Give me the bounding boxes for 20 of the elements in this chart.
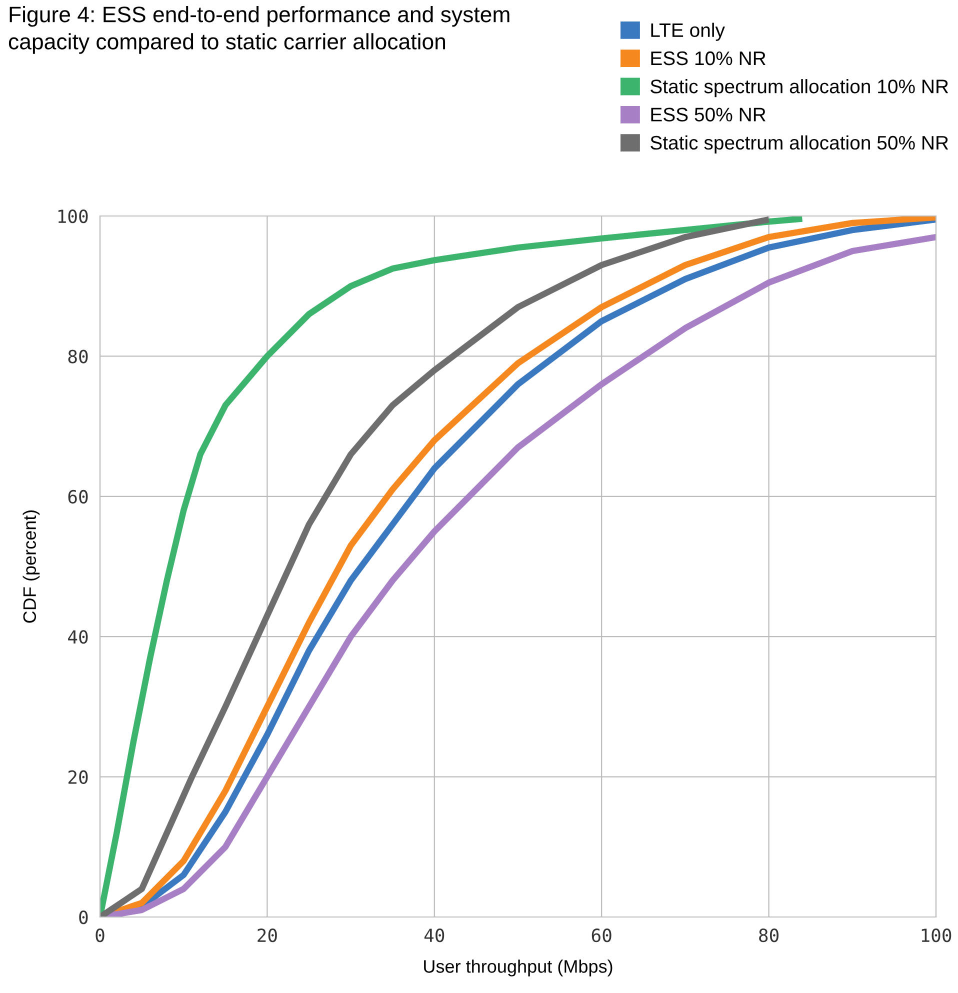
legend-label: ESS 10% NR [651, 51, 766, 66]
chart-title: Figure 4: ESS end-to-end performance and system capacity compared to static carrier allocation [8, 6, 510, 54]
x-tick-label: 0 [96, 928, 104, 942]
y-tick-label: 40 [68, 630, 88, 644]
legend-label: ESS 50% NR [651, 108, 766, 122]
x-tick-label: 20 [258, 928, 277, 942]
x-tick-label: 60 [592, 928, 612, 942]
y-tick-label: 60 [68, 490, 88, 504]
legend-label: Static spectrum allocation 10% NR [650, 79, 948, 98]
y-tick-label: 20 [68, 770, 88, 784]
legend-label: LTE only [651, 22, 725, 41]
y-tick-label: 100 [58, 210, 88, 224]
y-tick-label: 0 [79, 910, 88, 924]
x-tick-label: 100 [922, 928, 952, 942]
x-tick-label: 80 [759, 928, 778, 942]
y-axis-title: CDF (percent) [22, 510, 40, 623]
y-tick-label: 80 [68, 350, 88, 364]
x-tick-label: 40 [424, 928, 444, 942]
legend-label: Static spectrum allocation 50% NR [650, 135, 948, 154]
x-axis-title: User throughput (Mbps) [424, 960, 612, 976]
